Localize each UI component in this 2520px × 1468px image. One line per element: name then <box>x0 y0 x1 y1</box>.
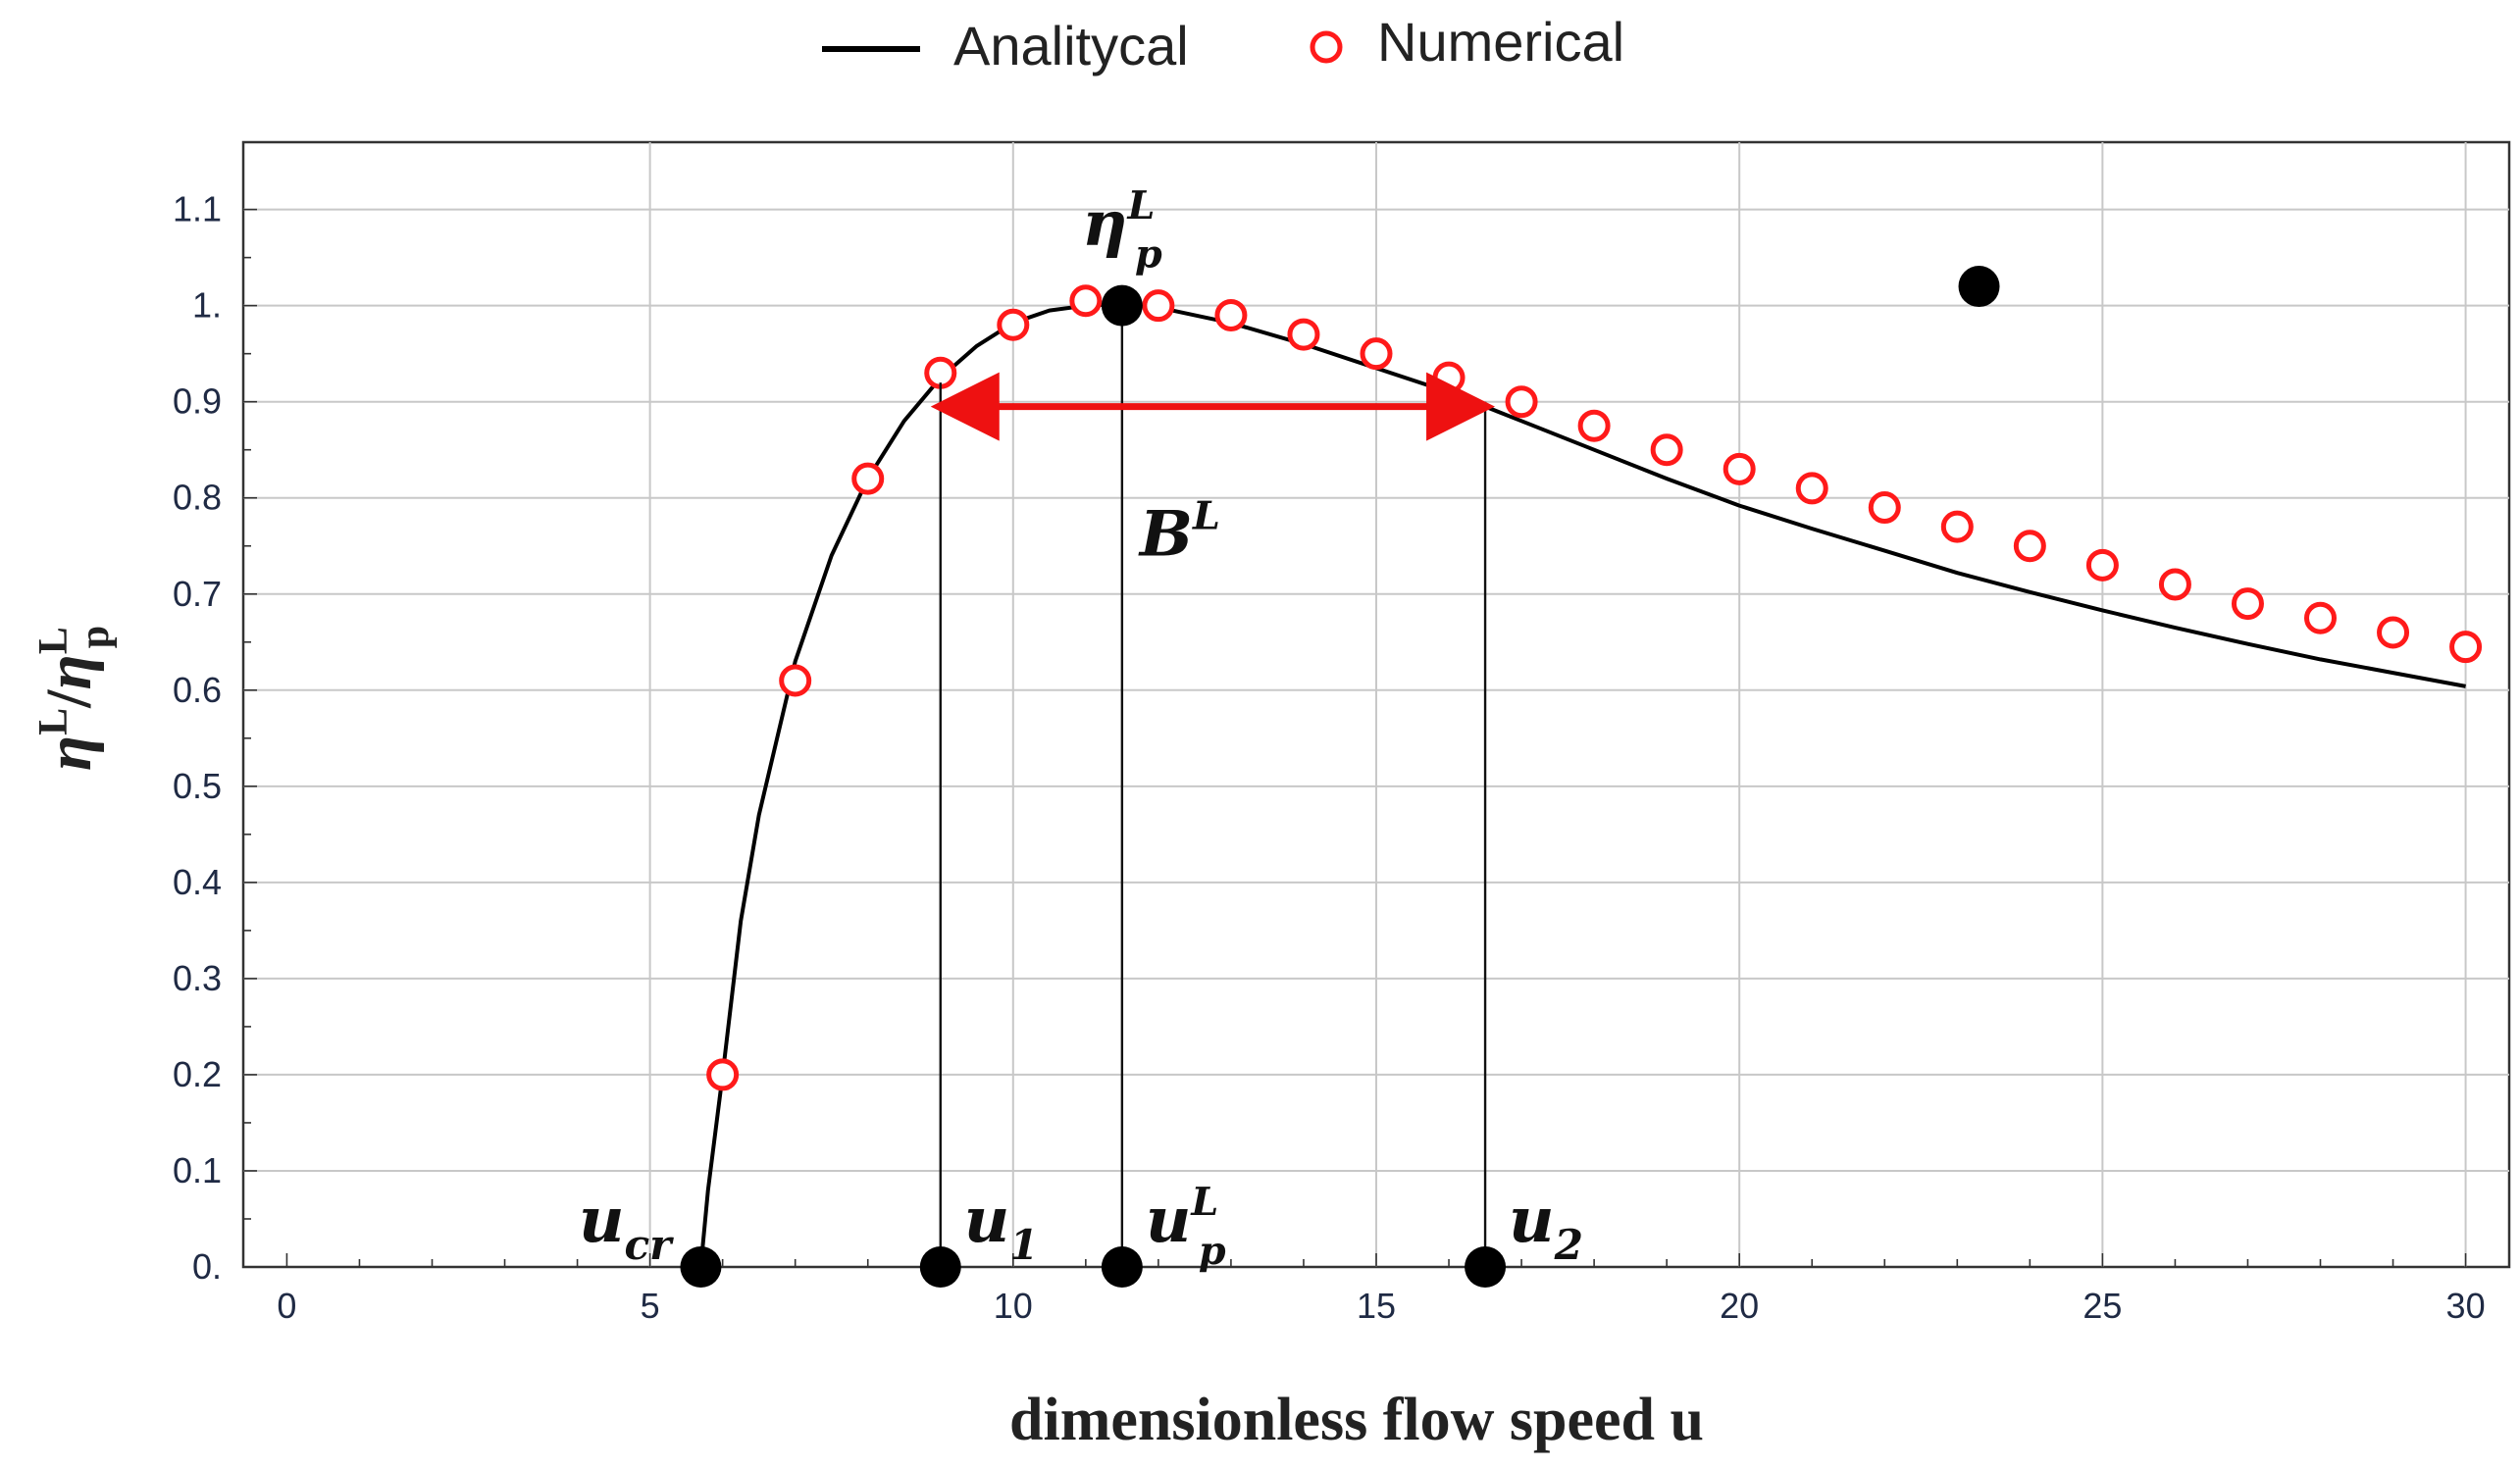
numerical-point <box>1795 472 1828 505</box>
point-label-u: u2 <box>1509 1184 1583 1269</box>
legend-circle-swatch <box>1310 30 1343 64</box>
y-tick-label: 0.6 <box>173 670 222 710</box>
y-tick-label: 0. <box>192 1246 222 1287</box>
axis-ticks: 0 5 10 15 20 25 30 0. 0.1 0.2 0.3 0.4 0.5 0.6 0.7 0.8 0.… <box>173 189 2486 1326</box>
y-title-sub2: p <box>73 626 118 648</box>
numerical-point <box>2158 568 2191 601</box>
marker-point <box>919 1246 961 1288</box>
y-tick-label: 0.1 <box>173 1150 222 1190</box>
numerical-point <box>2231 587 2264 621</box>
marker-point <box>1101 1246 1143 1288</box>
numerical-point <box>1069 284 1103 318</box>
x-tick-label: 10 <box>994 1286 1033 1326</box>
numerical-point <box>851 462 885 495</box>
numerical-point <box>2013 530 2046 563</box>
point-label-u: u1 <box>964 1184 1039 1269</box>
point-label-eta-peak-sub: p <box>1135 232 1162 278</box>
numerical-point <box>1940 510 1974 543</box>
numerical-point <box>2085 548 2119 582</box>
numerical-point <box>924 356 957 389</box>
numerical-point <box>1432 361 1466 394</box>
numerical-point <box>1214 298 1248 331</box>
series-line-analytical <box>698 301 2466 1268</box>
marker-point <box>680 1246 722 1288</box>
point-label-u-sup: L <box>1190 1180 1218 1225</box>
point-label-u-base: u <box>1509 1184 1555 1257</box>
y-tick-label: 0.8 <box>173 478 222 518</box>
numerical-point <box>2377 616 2410 649</box>
legend-label-numerical: Numerical <box>1377 11 1624 73</box>
marker-point <box>1958 266 2000 308</box>
x-tick-label: 0 <box>277 1286 296 1326</box>
point-label-eta-peak-base: η <box>1082 187 1128 261</box>
numerical-point <box>2304 601 2337 634</box>
point-label-u: uL p <box>1146 1180 1226 1274</box>
point-label-eta-peak: ηL p <box>1082 183 1162 278</box>
x-tick-label: 25 <box>2083 1286 2122 1326</box>
y-tick-label: 0.5 <box>173 766 222 806</box>
marker-point <box>1101 284 1143 327</box>
point-label-u-base: u <box>964 1184 1010 1257</box>
y-title-sup2: L <box>31 627 77 654</box>
y-tick-label: 1.1 <box>173 189 222 229</box>
numerical-point <box>1287 318 1320 351</box>
x-tick-label: 15 <box>1357 1286 1396 1326</box>
point-label-u-base: u <box>1146 1184 1192 1257</box>
y-title-eta2: η <box>33 654 105 689</box>
point-label-u-sub: 2 <box>1554 1220 1583 1269</box>
point-label-eta-peak-sup: L <box>1127 183 1156 228</box>
y-tick-label: 0.3 <box>173 958 222 998</box>
axis-titles: dimensionless flow speed uηL/ηLp <box>31 626 1704 1453</box>
y-title-sup: L <box>31 708 77 735</box>
y-title-slash: / <box>33 688 105 709</box>
numerical-point <box>1723 452 1756 485</box>
point-label-u-sub: p <box>1199 1229 1226 1274</box>
numerical-point <box>2449 631 2483 664</box>
point-label-ucr: ucr <box>579 1184 674 1269</box>
numerical-point <box>1505 385 1538 419</box>
bandwidth-label-base: B <box>1138 498 1193 572</box>
numerical-point <box>1142 289 1175 323</box>
y-tick-label: 0.9 <box>173 381 222 422</box>
numerical-point <box>779 664 812 697</box>
bandwidth-label: BL <box>1138 494 1220 572</box>
y-tick-label: 0.2 <box>173 1054 222 1094</box>
numerical-point <box>1577 409 1611 442</box>
point-label-u-sub: 1 <box>1009 1220 1038 1269</box>
numerical-point <box>1650 433 1683 467</box>
bandwidth-label-sup: L <box>1192 494 1220 539</box>
x-tick-label: 20 <box>1720 1286 1759 1326</box>
numerical-point <box>997 308 1030 341</box>
legend-label-analytical: Analitycal <box>953 15 1189 76</box>
x-tick-label: 30 <box>2446 1286 2486 1326</box>
numerical-point <box>1360 337 1393 371</box>
x-axis-title: dimensionless flow speed u <box>1009 1387 1704 1453</box>
y-title-eta: η <box>33 735 105 771</box>
marker-point <box>1465 1246 1507 1288</box>
y-axis-title: ηL/ηLp <box>31 626 118 771</box>
numerical-point <box>706 1058 740 1091</box>
point-label-ucr-sub: cr <box>624 1220 674 1269</box>
y-tick-label: 1. <box>192 285 222 326</box>
grid <box>243 142 2509 1267</box>
legend: Analitycal Numerical <box>822 11 1624 76</box>
y-tick-label: 0.4 <box>173 862 222 902</box>
y-tick-label: 0.7 <box>173 574 222 614</box>
numerical-point <box>1868 491 1901 525</box>
point-label-ucr-base: u <box>579 1184 625 1257</box>
x-tick-label: 5 <box>641 1286 660 1326</box>
